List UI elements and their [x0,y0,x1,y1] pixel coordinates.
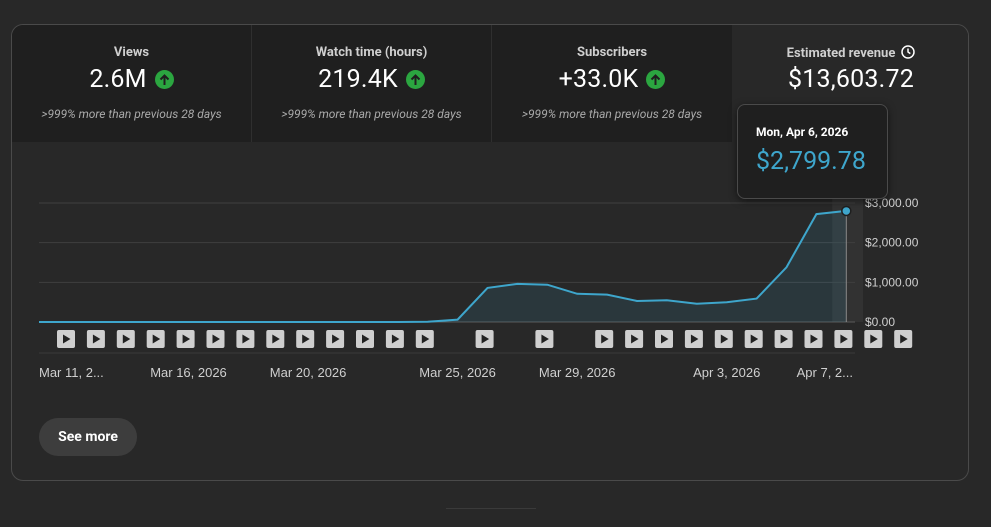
y-tick-label: $1,000.00 [865,275,919,289]
play-icon [481,334,490,344]
x-tick-label: Mar 25, 2026 [419,365,496,380]
play-icon [661,334,669,344]
play-icon [690,334,699,344]
play-icon [92,334,101,344]
play-icon [152,334,161,344]
video-marker-icon[interactable] [684,330,703,348]
y-tick-label: $2,000.00 [865,236,919,250]
video-marker-icon[interactable] [206,330,225,348]
x-tick-label: Apr 7, 2... [797,365,853,380]
play-icon [810,334,818,344]
tooltip-value: $2,799.78 [756,147,866,176]
metrics-row: Views 2.6M >999% more than previous 28 d… [12,25,968,142]
play-icon [212,334,220,344]
play-icon [900,334,908,344]
play-icon [362,334,370,344]
video-marker-icon[interactable] [266,330,285,348]
metric-value: 2.6M [89,65,147,94]
play-icon [750,334,759,344]
video-marker-icon[interactable] [176,330,195,348]
metric-label: Subscribers [576,45,648,60]
analytics-card: Views 2.6M >999% more than previous 28 d… [11,24,969,481]
series-line [39,209,847,323]
video-marker-icon[interactable] [595,330,614,348]
video-marker-icon[interactable] [714,330,733,348]
play-icon [122,334,131,344]
revenue-chart[interactable]: $0.00 $1,000.00 $2,000.00 $3,000.00 Mar 11, … [12,25,969,481]
video-marker-icon[interactable] [774,330,793,348]
see-more-button[interactable]: See more [39,418,137,456]
divider [446,508,536,509]
video-marker-icon[interactable] [625,330,644,348]
data-point [841,205,852,217]
video-marker-icon[interactable] [894,330,913,348]
hover-band [832,196,863,322]
play-icon [242,334,250,344]
play-icon [840,334,848,344]
play-icon [631,334,639,344]
metric-estimated-revenue[interactable]: Estimated revenue $13,603.72 [732,25,968,142]
play-icon [421,334,430,344]
video-marker-icon[interactable] [86,330,105,348]
chart-tooltip: Mon, Apr 6, 2026 $2,799.78 [737,104,888,199]
clock-icon[interactable] [901,45,916,59]
play-icon [182,334,191,344]
video-marker-icon[interactable] [146,330,165,348]
video-marker-icon[interactable] [385,330,404,348]
metric-watch-time[interactable]: Watch time (hours) 219.4K >999% more tha… [252,25,492,142]
x-tick-label: Mar 29, 2026 [539,365,616,380]
video-marker-icon[interactable] [535,330,554,348]
metric-views[interactable]: Views 2.6M >999% more than previous 28 d… [12,25,252,142]
y-tick-label: $3,000.00 [865,196,919,210]
video-marker-icon[interactable] [116,330,135,348]
play-icon [302,334,310,344]
arrow-up-icon [405,70,425,89]
play-icon [720,334,729,344]
metric-value: 219.4K [318,65,398,94]
metric-label: Estimated revenue [786,46,896,61]
play-icon [870,334,878,344]
video-marker-icon[interactable] [655,330,673,348]
x-tick-label: Mar 20, 2026 [270,365,347,380]
series-area [39,210,847,322]
video-marker-icon[interactable] [57,330,75,348]
video-marker-icon[interactable] [744,330,763,348]
video-marker-icon[interactable] [326,330,345,348]
metric-change: >999% more than previous 28 days [41,107,222,121]
x-tick-label: Mar 16, 2026 [150,365,227,380]
arrow-up-icon [646,70,666,89]
x-tick-label: Apr 3, 2026 [693,365,760,380]
metric-change: >999% more than previous 28 days [521,107,703,121]
play-icon [780,334,789,344]
play-icon [63,334,71,344]
video-marker-icon[interactable] [356,330,374,348]
video-marker-icon[interactable] [864,330,883,348]
video-marker-icon[interactable] [804,330,823,348]
play-icon [272,334,280,344]
metric-subscribers[interactable]: Subscribers +33.0K >999% more than previ… [492,25,732,142]
play-icon [601,334,609,344]
y-tick-label: $0.00 [865,315,895,329]
metric-value: +33.0K [558,65,639,94]
metric-value: $13,603.72 [788,65,914,94]
x-tick-label: Mar 11, 2... [39,365,104,380]
video-marker-icon[interactable] [296,330,315,348]
video-marker-icon[interactable] [834,330,853,348]
play-icon [332,334,340,344]
play-icon [541,334,549,344]
arrow-up-icon [154,70,174,89]
video-marker-icon[interactable] [415,330,434,348]
video-marker-icon[interactable] [475,330,494,348]
tooltip-date: Mon, Apr 6, 2026 [756,125,849,139]
metric-label: Watch time (hours) [315,45,428,60]
metric-label: Views [113,45,150,60]
play-icon [391,334,400,344]
video-marker-icon[interactable] [236,330,255,348]
metric-change: >999% more than previous 28 days [281,107,462,121]
